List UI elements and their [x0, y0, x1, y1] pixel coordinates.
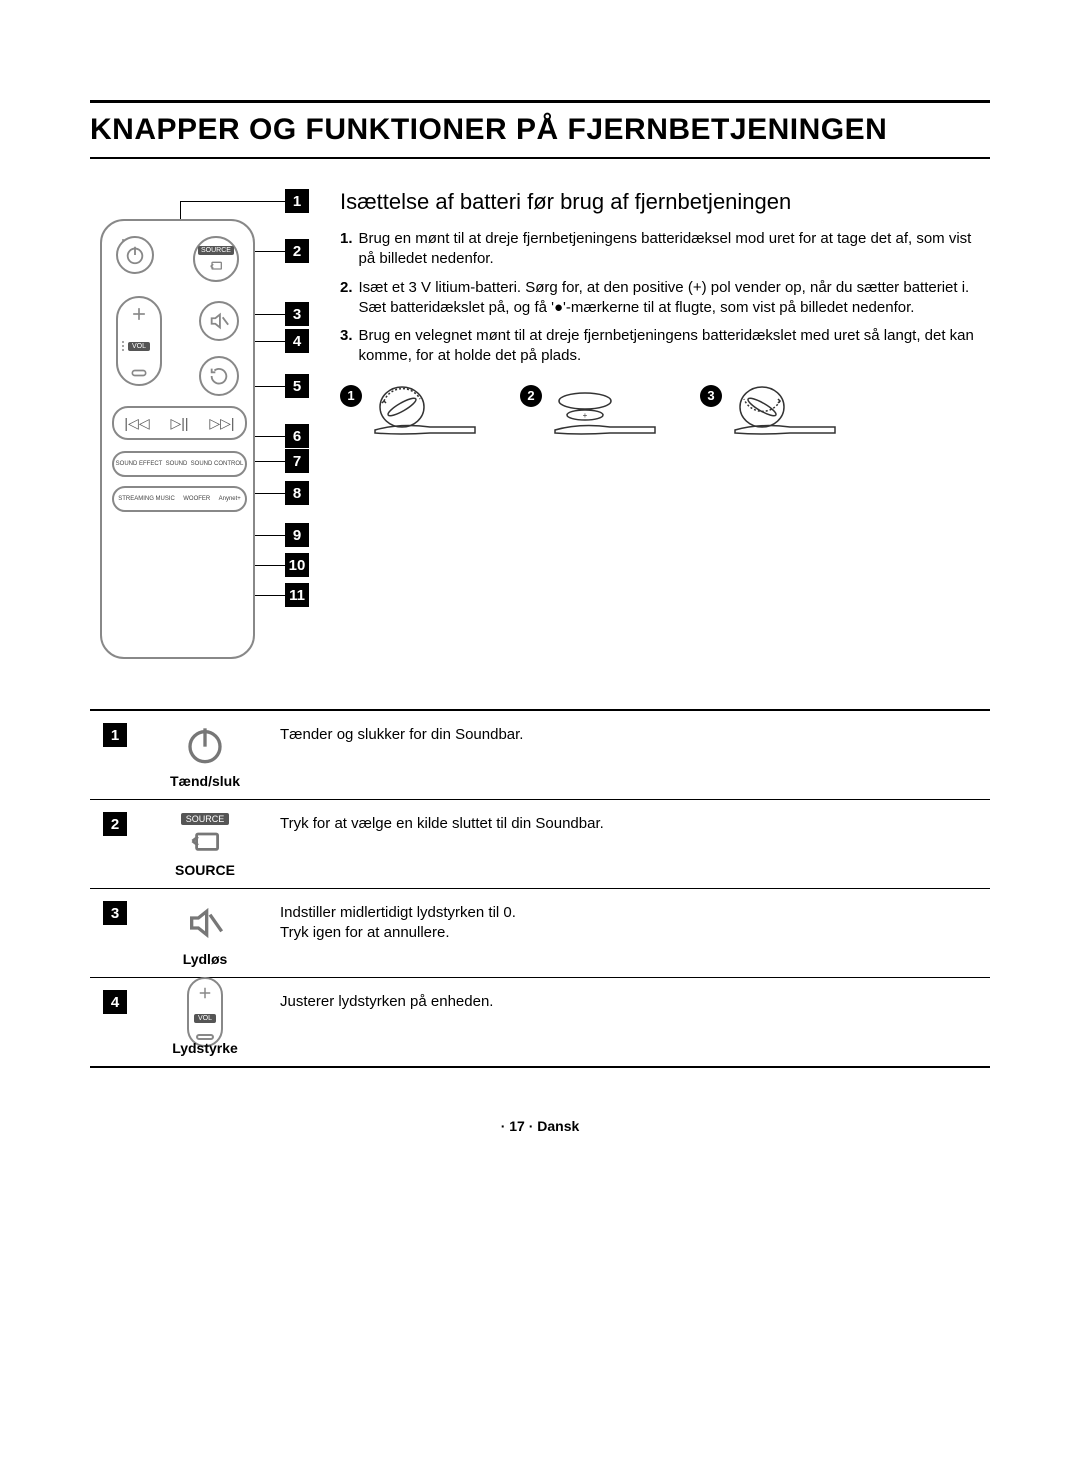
callout-badge-2: 2: [285, 239, 309, 263]
row-icon-volume: VOLLydstyrke: [140, 978, 270, 1066]
remote-diagram: 1 2 3 4 5 67 8 9 10 11 SOURCE: [90, 189, 320, 669]
repeat-icon: [199, 356, 239, 396]
callout-badge-3: 3: [285, 302, 309, 326]
callout-badge-5: 5: [285, 374, 309, 398]
mute-icon: [183, 901, 227, 945]
battery-diagrams: 1 2 + 3: [340, 385, 990, 445]
row-description: Tryk for at vælge en kilde sluttet til d…: [270, 800, 990, 848]
subtitle: Isættelse af batteri før brug af fjernbe…: [340, 189, 990, 215]
functions-table: 1Tænd/slukTænder og slukker for din Soun…: [90, 709, 990, 1068]
row-number: 4: [90, 978, 140, 1026]
row-icon-source: SOURCESOURCE: [140, 800, 270, 888]
coin-lock-icon: [730, 385, 840, 445]
callout-badge-6: 6: [285, 424, 309, 448]
callout-badge-7: 7: [285, 449, 309, 473]
playback-bar: |◁◁▷||▷▷|: [112, 406, 247, 440]
callout-badge-1: 1: [285, 189, 309, 213]
streaming-row: STREAMING MUSIC WOOFER Anynet+: [112, 486, 247, 512]
row-description: Justerer lydstyrken på enheden.: [270, 978, 990, 1026]
callout-badge-11: 11: [285, 583, 309, 607]
top-section: 1 2 3 4 5 67 8 9 10 11 SOURCE: [90, 189, 990, 669]
battery-step-2: 2 +: [520, 385, 660, 445]
power-icon: [183, 723, 227, 767]
title-block: KNAPPER OG FUNKTIONER PÅ FJERNBETJENINGE…: [90, 100, 990, 159]
source-icon: SOURCE: [183, 812, 227, 856]
volume-icon: VOL: [183, 990, 227, 1034]
row-icon-power: Tænd/sluk: [140, 711, 270, 799]
instruction-step: 1.Brug en mønt til at dreje fjernbetjeni…: [340, 229, 990, 270]
svg-text:+: +: [583, 411, 588, 420]
power-icon: [116, 236, 154, 274]
row-number: 1: [90, 711, 140, 759]
callout-badge-8: 8: [285, 481, 309, 505]
instruction-step: 2.Isæt et 3 V litium-batteri. Sørg for, …: [340, 278, 990, 319]
callout-badge-4: 4: [285, 329, 309, 353]
battery-insert-icon: +: [550, 385, 660, 445]
instructions: Isættelse af batteri før brug af fjernbe…: [340, 189, 990, 669]
page-footer: · 17 · Dansk: [90, 1118, 990, 1134]
callout-badge-10: 10: [285, 553, 309, 577]
table-row: 3LydløsIndstiller midlertidigt lydstyrke…: [90, 889, 990, 978]
coin-turn-icon: [370, 385, 480, 445]
table-row: 2SOURCESOURCETryk for at vælge en kilde …: [90, 800, 990, 889]
page-title: KNAPPER OG FUNKTIONER PÅ FJERNBETJENINGE…: [90, 113, 990, 147]
mute-icon: [199, 301, 239, 341]
row-number: 3: [90, 889, 140, 937]
table-row: 4VOLLydstyrkeJusterer lydstyrken på enhe…: [90, 978, 990, 1066]
callout-badge-9: 9: [285, 523, 309, 547]
battery-step-1: 1: [340, 385, 480, 445]
row-icon-mute: Lydløs: [140, 889, 270, 977]
source-icon: SOURCE: [193, 236, 239, 282]
battery-step-3: 3: [700, 385, 840, 445]
sound-row: SOUND EFFECT SOUND SOUND CONTROL: [112, 451, 247, 477]
remote-outline: SOURCE VOL |◁◁▷||▷▷| SOUND EFFECT SOUND: [100, 219, 255, 659]
row-description: Tænder og slukker for din Soundbar.: [270, 711, 990, 759]
row-description: Indstiller midlertidigt lydstyrken til 0…: [270, 889, 990, 956]
instruction-step: 3.Brug en velegnet mønt til at dreje fje…: [340, 326, 990, 367]
table-row: 1Tænd/slukTænder og slukker for din Soun…: [90, 711, 990, 800]
row-number: 2: [90, 800, 140, 848]
